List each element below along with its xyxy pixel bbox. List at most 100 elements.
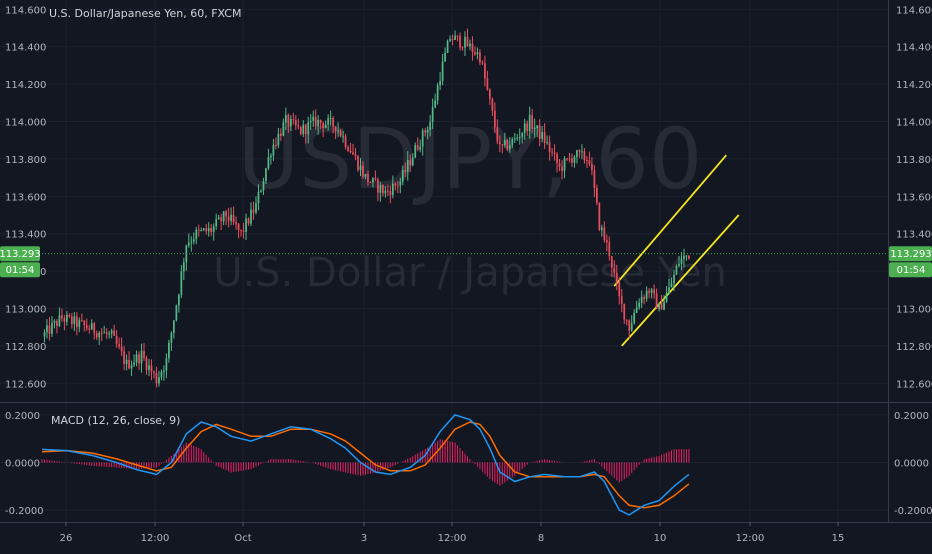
candle-body bbox=[113, 330, 116, 336]
time-tick-label: 12:00 bbox=[736, 533, 765, 544]
macd-tick-right: 0.0000 bbox=[894, 459, 929, 470]
candle-body bbox=[73, 316, 76, 324]
candle-body bbox=[396, 185, 399, 187]
candle-body bbox=[225, 211, 228, 217]
candle-body bbox=[655, 293, 658, 310]
candle-body bbox=[484, 63, 486, 79]
candle-body bbox=[98, 332, 101, 338]
price-tick-left: 114.000 bbox=[5, 118, 46, 129]
candle-body bbox=[414, 145, 417, 158]
macd-pane bbox=[41, 414, 690, 516]
time-tick-label: 12:00 bbox=[438, 533, 467, 544]
candle-body bbox=[496, 127, 499, 142]
candle-body bbox=[143, 350, 145, 359]
candle-body bbox=[93, 323, 96, 334]
candle-body bbox=[133, 362, 135, 365]
price-tick-left: 112.600 bbox=[5, 379, 46, 390]
candle-body bbox=[287, 115, 290, 127]
price-tick-right: 113.800 bbox=[896, 155, 932, 166]
candle-body bbox=[110, 330, 113, 334]
channel-trendline[interactable] bbox=[621, 214, 740, 347]
candle-body bbox=[153, 371, 155, 374]
candle-body bbox=[85, 325, 88, 329]
candle-body bbox=[568, 158, 571, 160]
candle-body bbox=[48, 325, 51, 334]
candle-body bbox=[665, 293, 668, 302]
candle-body bbox=[454, 35, 456, 41]
candle-body bbox=[95, 333, 98, 338]
candle-body bbox=[262, 180, 265, 191]
candle-body bbox=[319, 119, 322, 123]
candle-body bbox=[399, 181, 402, 186]
candle-body bbox=[384, 190, 387, 194]
candle-body bbox=[232, 214, 235, 223]
candle-body bbox=[630, 323, 633, 331]
candle-body bbox=[354, 154, 357, 157]
candle-body bbox=[222, 211, 225, 222]
candle-body bbox=[479, 52, 481, 63]
candle-body bbox=[115, 335, 118, 345]
candle-body bbox=[521, 133, 524, 138]
candle-body bbox=[180, 271, 183, 295]
price-tick-right: 112.600 bbox=[896, 379, 932, 390]
candle-body bbox=[466, 36, 469, 47]
candle-body bbox=[140, 350, 143, 364]
candle-body bbox=[578, 150, 581, 152]
candle-body bbox=[312, 116, 315, 121]
price-tick-right: 114.000 bbox=[896, 118, 932, 129]
candle-body bbox=[506, 139, 509, 150]
candle-body bbox=[329, 118, 332, 120]
candle-body bbox=[546, 142, 548, 144]
macd-line bbox=[41, 414, 690, 516]
candle-body bbox=[498, 141, 501, 145]
candle-body bbox=[476, 52, 479, 55]
candle-body bbox=[182, 262, 185, 272]
price-tag-left: 113.293 01:54 bbox=[0, 246, 41, 278]
time-axis[interactable]: 26 12:00 Oct 3 12:00 8 10 12:00 15 bbox=[60, 522, 845, 544]
candle-body bbox=[342, 136, 344, 138]
candle-body bbox=[513, 138, 516, 140]
candle-body bbox=[675, 265, 678, 275]
candle-body bbox=[429, 121, 432, 131]
candle-body bbox=[404, 170, 407, 172]
price-tick-left: 113.400 bbox=[5, 230, 46, 241]
candle-body bbox=[668, 287, 670, 294]
macd-axis[interactable]: 0.2000 0.2000 0.0000 0.0000 -0.2000 -0.2000 bbox=[5, 411, 932, 517]
candle-body bbox=[541, 132, 544, 139]
candle-body bbox=[362, 165, 364, 177]
candle-body bbox=[304, 124, 307, 135]
candle-body bbox=[588, 160, 591, 164]
price-tick-right: 112.800 bbox=[896, 342, 932, 353]
channel-lines[interactable] bbox=[613, 154, 740, 347]
candle-body bbox=[566, 158, 568, 160]
candle-body bbox=[270, 155, 272, 158]
candle-body bbox=[459, 35, 461, 48]
candle-body bbox=[543, 132, 546, 143]
candle-body bbox=[128, 359, 130, 369]
price-tag-right: 113.293 01:54 bbox=[889, 246, 932, 278]
candle-body bbox=[610, 256, 613, 268]
candle-body bbox=[70, 316, 73, 324]
candle-body bbox=[598, 202, 601, 230]
candle-body bbox=[250, 209, 252, 224]
candle-body bbox=[352, 152, 354, 155]
candlestick-series bbox=[43, 28, 690, 388]
candle-body bbox=[389, 191, 392, 195]
candle-body bbox=[620, 296, 623, 304]
channel-trendline[interactable] bbox=[613, 154, 727, 287]
macd-tick-right: 0.2000 bbox=[894, 411, 929, 422]
candle-body bbox=[421, 130, 424, 147]
candle-body bbox=[576, 150, 578, 157]
macd-tick-left: 0.2000 bbox=[5, 411, 40, 422]
candle-body bbox=[583, 151, 586, 161]
candle-body bbox=[493, 110, 496, 128]
candle-body bbox=[322, 122, 325, 128]
candle-body bbox=[367, 174, 369, 182]
candle-body bbox=[603, 227, 606, 241]
candle-body bbox=[307, 122, 310, 135]
macd-tick-left: 0.0000 bbox=[5, 459, 40, 470]
candle-body bbox=[377, 179, 379, 193]
macd-label: MACD (12, 26, close, 9) bbox=[51, 414, 180, 427]
